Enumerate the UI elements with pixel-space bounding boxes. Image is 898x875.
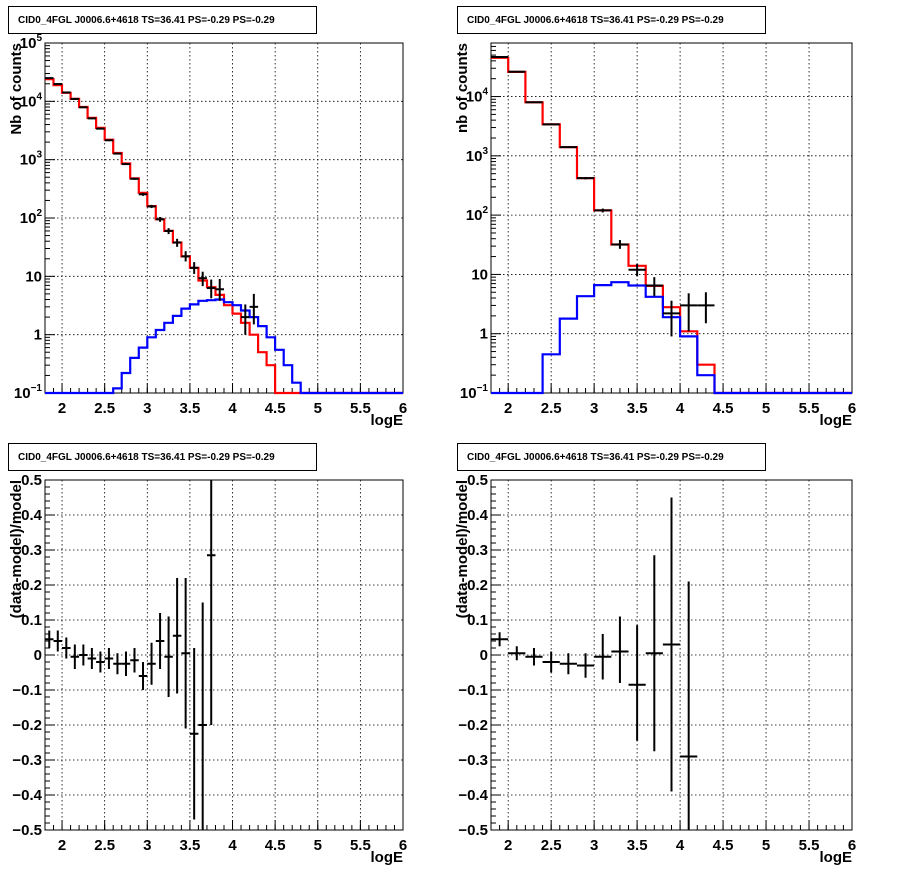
x-axis-label: logE [820, 849, 853, 866]
plot-area [44, 42, 404, 394]
x-tick-label: 3.5 [179, 400, 200, 417]
y-axis-label: nb of counts [454, 43, 471, 133]
y-tick-label: 0.4 [21, 507, 43, 524]
y-tick-label: −0.5 [12, 822, 42, 839]
y-axis-label: (data-model)/model [454, 480, 471, 618]
y-tick-label: 10−1 [14, 383, 43, 402]
y-tick-label: 105 [20, 33, 43, 52]
y-tick-label: 10−1 [460, 383, 489, 402]
x-tick-label: 3.5 [627, 837, 648, 854]
y-tick-label: 0.2 [467, 577, 488, 594]
y-tick-label: −0.2 [12, 717, 42, 734]
y-tick-label: 10 [25, 268, 42, 285]
x-tick-label: 3 [143, 400, 151, 417]
y-tick-label: 102 [466, 205, 489, 224]
residual-panel-left: 2 2.5 3 3.5 4 4.5 5 5.5 6 −0.5 −0.4 −0.3 −0.2 −0.1 0 0.… [8, 472, 407, 866]
y-tick-label: 0.1 [21, 612, 42, 629]
counts-panel-right: 2 2.5 3 3.5 4 4.5 5 5.5 6 10−1 1 10 102 103 104 logE nb … [454, 42, 856, 429]
y-tick-label: 0 [480, 647, 488, 664]
plot-area [44, 479, 404, 831]
x-tick-label: 5 [314, 837, 322, 854]
y-tick-label: 1 [480, 326, 488, 343]
y-tick-label: 10 [471, 266, 488, 283]
counts-panel-left: 2 2.5 3 3.5 4 4.5 5 5.5 6 10−1 1 10 102 103 104 105 logE… [8, 33, 407, 429]
panel-title: CID0_4FGL J0006.6+4618 TS=36.41 PS=-0.29… [8, 443, 317, 471]
x-tick-label: 5.5 [350, 400, 371, 417]
x-tick-label: 6 [399, 400, 407, 417]
x-tick-label: 2.5 [541, 400, 562, 417]
residual-panel-right: 2 2.5 3 3.5 4 4.5 5 5.5 6 −0.5 −0.4 −0.3 −0.2 −0.1 0 0.… [454, 472, 856, 866]
x-tick-label: 2.5 [94, 837, 115, 854]
x-tick-label: 2 [58, 400, 66, 417]
source-model-histogram [491, 281, 852, 395]
x-tick-label: 4 [228, 400, 237, 417]
x-tick-label: 2.5 [94, 400, 115, 417]
x-tick-label: 5.5 [350, 837, 371, 854]
y-tick-label: 102 [20, 208, 43, 227]
x-tick-label: 6 [399, 837, 407, 854]
x-tick-label: 3 [143, 837, 151, 854]
y-tick-label: −0.3 [12, 752, 42, 769]
x-tick-label: 2.5 [541, 837, 562, 854]
y-tick-label: −0.3 [458, 752, 488, 769]
y-axis-label: Nb of counts [8, 43, 25, 135]
y-tick-label: 0.5 [21, 472, 42, 489]
y-tick-label: −0.4 [458, 787, 488, 804]
source-model-histogram [45, 298, 403, 395]
x-tick-label: 4 [676, 400, 685, 417]
x-tick-label: 4.5 [265, 837, 286, 854]
y-tick-label: 0.2 [21, 577, 42, 594]
y-tick-label: 1 [34, 327, 42, 344]
x-tick-label: 5 [762, 400, 770, 417]
y-tick-label: −0.2 [458, 717, 488, 734]
y-tick-label: 0.4 [467, 507, 489, 524]
x-tick-label: 2 [504, 400, 512, 417]
x-tick-label: 6 [848, 400, 856, 417]
panel-title: CID0_4FGL J0006.6+4618 TS=36.41 PS=-0.29… [8, 6, 317, 34]
y-tick-label: 0.1 [467, 612, 488, 629]
x-tick-label: 2 [58, 837, 66, 854]
x-axis-label: logE [371, 412, 404, 429]
y-tick-label: 0.3 [21, 542, 42, 559]
x-tick-label: 4 [676, 837, 685, 854]
x-tick-label: 5 [762, 837, 770, 854]
y-tick-label: 103 [466, 146, 489, 165]
y-tick-label: −0.1 [458, 682, 488, 699]
x-tick-label: 4.5 [265, 400, 286, 417]
x-tick-label: 4.5 [713, 837, 734, 854]
y-tick-label: 103 [20, 150, 43, 169]
panel-title: CID0_4FGL J0006.6+4618 TS=36.41 PS=-0.29… [457, 443, 766, 471]
y-tick-label: −0.4 [12, 787, 42, 804]
y-tick-label: −0.5 [458, 822, 488, 839]
y-tick-label: 0.3 [467, 542, 488, 559]
x-axis-label: logE [371, 849, 404, 866]
x-tick-label: 6 [848, 837, 856, 854]
x-tick-label: 4.5 [713, 400, 734, 417]
x-tick-label: 5 [314, 400, 322, 417]
y-tick-label: 104 [466, 87, 489, 106]
y-tick-label: −0.1 [12, 682, 42, 699]
y-tick-label: 0 [34, 647, 42, 664]
panel-title: CID0_4FGL J0006.6+4618 TS=36.41 PS=-0.29… [457, 6, 766, 34]
x-tick-label: 3 [590, 400, 598, 417]
x-tick-label: 3.5 [179, 837, 200, 854]
plot-area [490, 42, 853, 394]
x-tick-label: 5.5 [799, 837, 820, 854]
x-axis-label: logE [820, 412, 853, 429]
x-tick-label: 4 [228, 837, 237, 854]
x-tick-label: 2 [504, 837, 512, 854]
y-tick-label: 104 [20, 91, 43, 110]
y-tick-label: 0.5 [467, 472, 488, 489]
x-tick-label: 5.5 [799, 400, 820, 417]
x-tick-label: 3 [590, 837, 598, 854]
x-tick-label: 3.5 [627, 400, 648, 417]
y-axis-label: (data-model)/model [8, 480, 25, 618]
